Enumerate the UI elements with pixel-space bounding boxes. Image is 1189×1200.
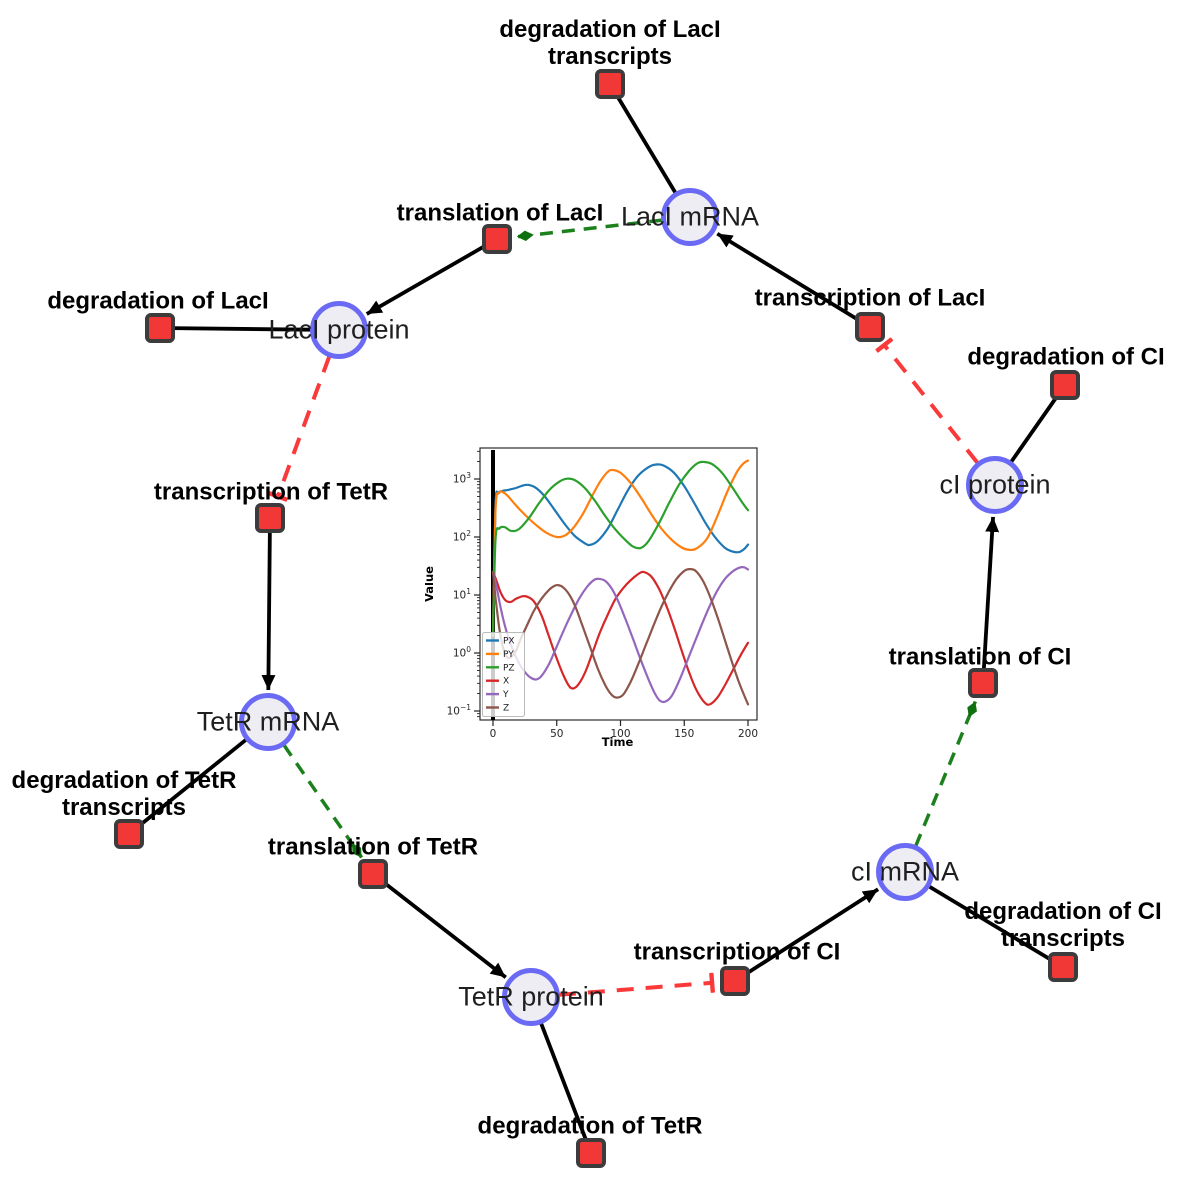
laci-protein-label: LacI protein xyxy=(268,314,410,345)
species-node-ci-protein[interactable] xyxy=(966,456,1024,514)
ci-mrna-label: cI mRNA xyxy=(851,856,959,887)
chart-series-PZ xyxy=(491,460,750,637)
reaction-node-deg-laci[interactable] xyxy=(145,313,175,343)
edge-consumption-ci-mrna-to-deg-ci-transcripts xyxy=(928,884,1064,969)
deg-laci-label-line1: degradation of LacI xyxy=(47,287,269,315)
deg-laci-transcripts-label: degradation of LacI transcripts xyxy=(499,16,720,70)
edge-production-transcription-tetr-to-tetr-mrna xyxy=(261,517,276,691)
edge-production-translation-laci-to-laci-protein xyxy=(365,237,498,316)
chart-x-tick-label: 100 xyxy=(610,728,630,740)
chart-legend-label-PY: PY xyxy=(503,650,514,660)
reaction-node-translation-ci[interactable] xyxy=(968,668,998,698)
translation-laci-label: translation of LacI xyxy=(397,200,604,227)
deg-laci-label: degradation of LacI xyxy=(47,288,268,315)
edge-production-translation-tetr-to-tetr-protein xyxy=(371,872,507,979)
chart-series-Z xyxy=(491,567,750,706)
edge-consumption-tetr-protein-to-deg-tetr xyxy=(539,1022,593,1154)
deg-tetr-label: degradation of TetR xyxy=(478,1113,703,1140)
chart-series-Y xyxy=(491,566,750,704)
chart-y-tick-label: 10−1 xyxy=(447,703,472,718)
translation-ci-label-line1: translation of CI xyxy=(888,643,1072,671)
ci-protein-label: cI protein xyxy=(939,469,1051,500)
edge-consumption-tetr-mrna-to-deg-tetr-transcripts xyxy=(127,738,248,836)
edge-production-transcription-ci-to-ci-mrna xyxy=(733,887,880,983)
deg-ci-transcripts-label-line2: transcripts xyxy=(1000,925,1126,952)
deg-ci-transcripts-label: degradation of CI transcripts xyxy=(964,898,1161,952)
transcription-ci-label-line1: transcription of CI xyxy=(633,938,841,966)
deg-tetr-transcripts-label-line1: degradation of TetR xyxy=(11,767,237,794)
chart-y-tick-label: 102 xyxy=(453,529,471,544)
reaction-node-deg-ci-transcripts[interactable] xyxy=(1048,952,1078,982)
edge-inhibition-ci-protein-to-transcription-laci xyxy=(875,337,980,465)
transcription-tetr-label: transcription of TetR xyxy=(154,479,388,506)
chart-x-tick-label: 200 xyxy=(738,728,758,740)
edge-inhibition-laci-protein-to-transcription-tetr xyxy=(268,355,332,502)
species-node-ci-mrna[interactable] xyxy=(876,843,934,901)
species-node-tetr-mrna[interactable] xyxy=(239,693,297,751)
transcription-ci-label: transcription of CI xyxy=(634,939,841,966)
translation-tetr-label-line1: translation of TetR xyxy=(267,833,479,861)
edge-inhibition-tetr-protein-to-transcription-ci xyxy=(558,972,715,997)
laci-mrna-label: LacI mRNA xyxy=(620,201,760,232)
translation-tetr-label: translation of TetR xyxy=(268,834,478,861)
chart-legend-label-PZ: PZ xyxy=(503,663,515,673)
deg-laci-transcripts-label-line1: degradation of LacI xyxy=(499,16,721,43)
edge-modifier-laci-mrna-to-translation-laci xyxy=(516,218,663,241)
chart-x-tick-label: 50 xyxy=(550,728,563,740)
chart-legend-label-Y: Y xyxy=(502,690,509,700)
chart-x-axis-label: Time xyxy=(602,735,634,749)
edge-production-transcription-laci-to-laci-mrna xyxy=(716,232,871,329)
edge-modifier-tetr-mrna-to-translation-tetr xyxy=(282,744,364,859)
chart-y-tick-label: 100 xyxy=(453,645,471,660)
edge-production-translation-ci-to-ci-protein xyxy=(981,516,1000,684)
deg-tetr-transcripts-label-line2: transcripts xyxy=(61,794,187,821)
edge-consumption-laci-protein-to-deg-laci xyxy=(159,326,312,332)
species-node-tetr-protein[interactable] xyxy=(502,968,560,1026)
reaction-node-deg-tetr-transcripts[interactable] xyxy=(114,819,144,849)
translation-laci-label-line1: translation of LacI xyxy=(396,199,604,227)
deg-tetr-transcripts-label: degradation of TetR transcripts xyxy=(12,767,237,821)
deg-ci-label-line1: degradation of CI xyxy=(967,343,1165,371)
chart-y-axis-label: Value xyxy=(425,566,436,602)
transcription-laci-label-line1: transcription of LacI xyxy=(754,284,986,312)
chart-frame xyxy=(479,447,758,721)
tetr-mrna-label: TetR mRNA xyxy=(196,706,340,737)
transcription-tetr-label-line1: transcription of TetR xyxy=(153,478,389,506)
chart-legend-label-Z: Z xyxy=(503,704,509,714)
species-node-laci-mrna[interactable] xyxy=(661,188,719,246)
tetr-protein-label: TetR protein xyxy=(458,981,604,1012)
reaction-node-translation-laci[interactable] xyxy=(482,224,512,254)
reaction-node-deg-ci[interactable] xyxy=(1050,370,1080,400)
chart-series-X xyxy=(491,570,750,706)
reaction-node-transcription-laci[interactable] xyxy=(855,312,885,342)
chart-y-tick-label: 103 xyxy=(453,471,471,486)
chart-x-tick-label: 150 xyxy=(674,728,694,740)
chart-legend: PX PY PZ XYZ xyxy=(482,632,525,717)
deg-ci-label: degradation of CI xyxy=(967,344,1164,371)
edge-modifier-ci-mrna-to-translation-ci xyxy=(914,700,977,847)
reaction-node-transcription-ci[interactable] xyxy=(720,966,750,996)
edge-consumption-laci-mrna-to-deg-laci-transcripts xyxy=(608,83,678,194)
chart-series-PX xyxy=(491,463,750,637)
chart-legend-label-PX: PX xyxy=(503,637,515,647)
chart-y-tick-label: 101 xyxy=(453,587,471,602)
translation-ci-label: translation of CI xyxy=(889,644,1072,671)
deg-tetr-label-line1: degradation of TetR xyxy=(477,1112,703,1140)
reaction-node-translation-tetr[interactable] xyxy=(358,859,388,889)
species-node-laci-protein[interactable] xyxy=(310,301,368,359)
reaction-node-transcription-tetr[interactable] xyxy=(255,503,285,533)
chart-x-tick-label: 0 xyxy=(490,728,497,740)
transcription-laci-label: transcription of LacI xyxy=(755,285,986,312)
deg-ci-transcripts-label-line1: degradation of CI xyxy=(964,898,1162,925)
reaction-node-deg-laci-transcripts[interactable] xyxy=(595,69,625,99)
chart-legend-label-X: X xyxy=(503,677,509,687)
chart-series-PY xyxy=(491,459,750,637)
deg-laci-transcripts-label-line2: transcripts xyxy=(547,43,673,70)
reaction-node-deg-tetr[interactable] xyxy=(576,1138,606,1168)
